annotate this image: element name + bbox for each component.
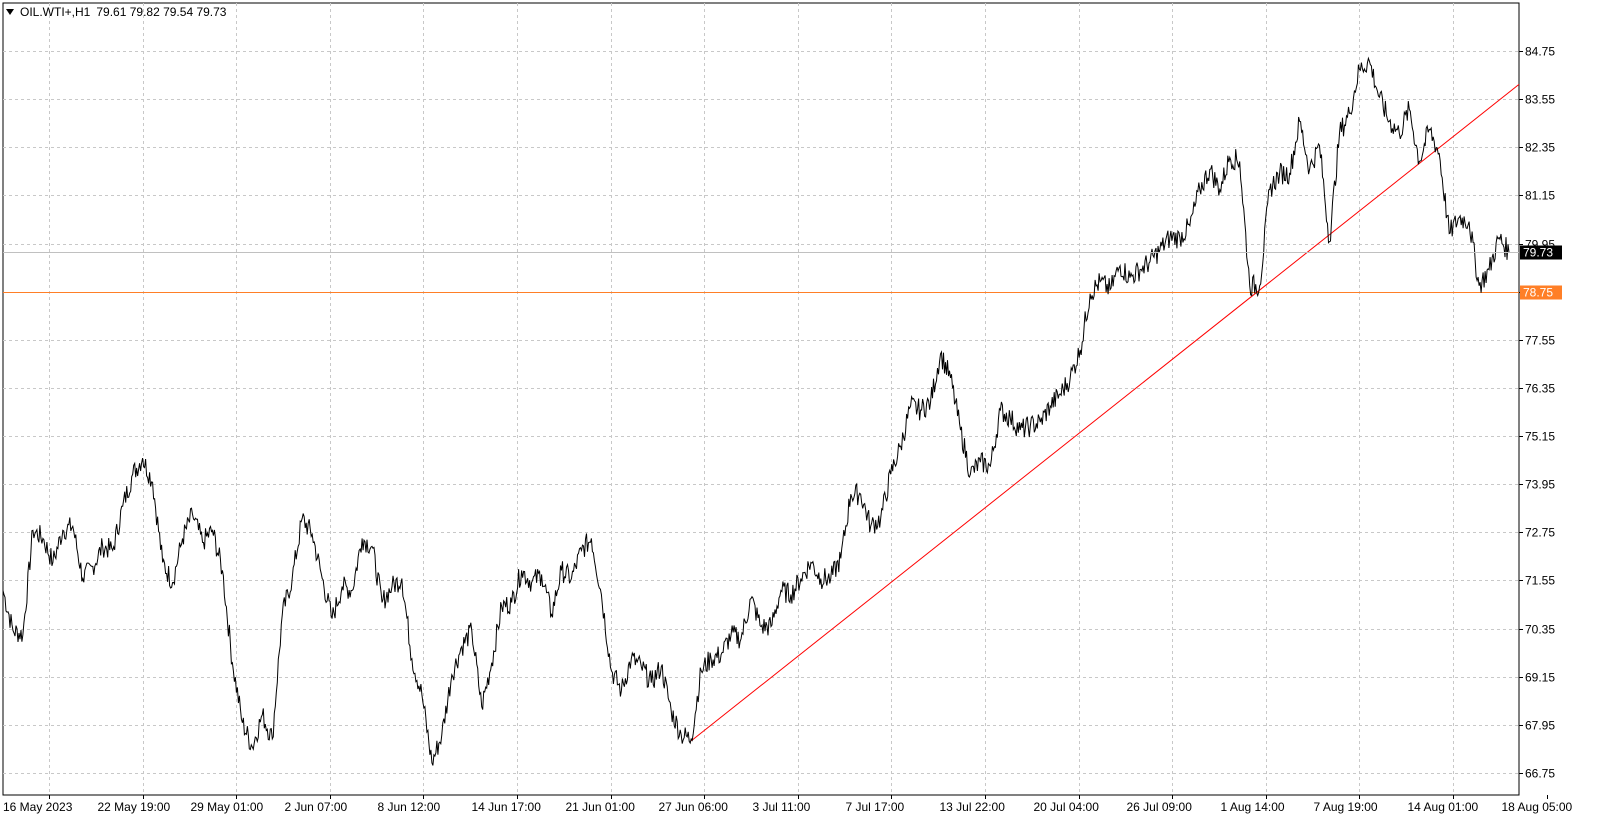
current-price-badge — [1520, 245, 1562, 260]
support-level-label: 78.75 — [1523, 286, 1553, 300]
x-tick-label: 22 May 19:00 — [98, 800, 171, 814]
x-tick-label: 18 Aug 05:00 — [1502, 800, 1573, 814]
y-tick-label: 72.75 — [1525, 526, 1555, 540]
x-tick-label: 14 Aug 01:00 — [1408, 800, 1479, 814]
x-tick-label: 14 Jun 17:00 — [472, 800, 542, 814]
ohlc-readout: 79.61 79.82 79.54 79.73 — [96, 5, 227, 19]
y-tick-label: 81.15 — [1525, 189, 1555, 203]
symbol-timeframe: OIL.WTI+,H1 — [20, 5, 91, 19]
y-tick-label: 84.75 — [1525, 45, 1555, 59]
x-tick-label: 16 May 2023 — [3, 800, 73, 814]
x-tick-label: 1 Aug 14:00 — [1221, 800, 1285, 814]
y-tick-label: 77.55 — [1525, 334, 1555, 348]
x-tick-label: 21 Jun 01:00 — [566, 800, 636, 814]
y-tick-label: 82.35 — [1525, 141, 1555, 155]
y-tick-label: 66.75 — [1525, 767, 1555, 781]
chart-header: OIL.WTI+,H1 79.61 79.82 79.54 79.73 — [6, 5, 226, 19]
x-tick-label: 27 Jun 06:00 — [659, 800, 729, 814]
y-tick-label: 83.55 — [1525, 93, 1555, 107]
support-level-badge — [1520, 285, 1562, 300]
x-tick-label: 7 Aug 19:00 — [1314, 800, 1378, 814]
x-tick-label: 20 Jul 04:00 — [1034, 800, 1100, 814]
x-tick-label: 3 Jul 11:00 — [753, 800, 811, 814]
y-tick-label: 67.95 — [1525, 719, 1555, 733]
y-tick-label: 71.55 — [1525, 574, 1555, 588]
x-tick-label: 2 Jun 07:00 — [285, 800, 348, 814]
y-tick-label: 69.15 — [1525, 671, 1555, 685]
current-price-label: 79.73 — [1523, 246, 1553, 260]
x-tick-label: 29 May 01:00 — [191, 800, 264, 814]
y-tick-label: 76.35 — [1525, 382, 1555, 396]
y-tick-label: 75.15 — [1525, 430, 1555, 444]
plot-frame — [2, 2, 1520, 796]
x-tick-label: 13 Jul 22:00 — [940, 800, 1006, 814]
price-line — [2, 56, 1510, 766]
x-tick-label: 26 Jul 09:00 — [1127, 800, 1193, 814]
collapse-triangle-icon[interactable] — [6, 9, 14, 15]
y-tick-label: 73.95 — [1525, 478, 1555, 492]
x-tick-label: 7 Jul 17:00 — [846, 800, 905, 814]
y-tick-label: 70.35 — [1525, 623, 1555, 637]
trendline[interactable] — [690, 84, 1520, 742]
x-tick-label: 8 Jun 12:00 — [378, 800, 441, 814]
